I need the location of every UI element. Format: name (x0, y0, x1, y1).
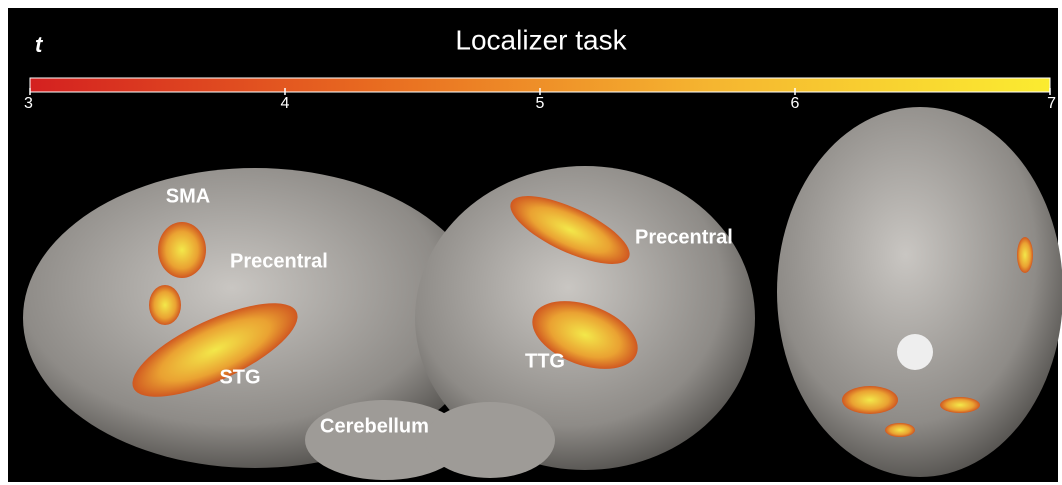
tick-label: 5 (536, 95, 545, 112)
tick-label: 6 (791, 95, 800, 112)
region-label: Cerebellum (320, 415, 429, 437)
tick-label: 7 (1047, 95, 1056, 112)
region-label: Precentral (230, 250, 328, 272)
tick-label: 3 (24, 95, 33, 112)
figure: t Localizer task SMA Precentral STG Cere… (0, 0, 1062, 485)
tick-label: 4 (281, 95, 290, 112)
region-label: SMA (166, 185, 210, 207)
title: Localizer task (455, 24, 627, 55)
region-label: STG (219, 366, 260, 388)
region-label: Precentral (635, 226, 733, 248)
page: t Localizer task SMA Precentral STG Cere… (0, 0, 1062, 485)
region-label: TTG (525, 350, 565, 372)
